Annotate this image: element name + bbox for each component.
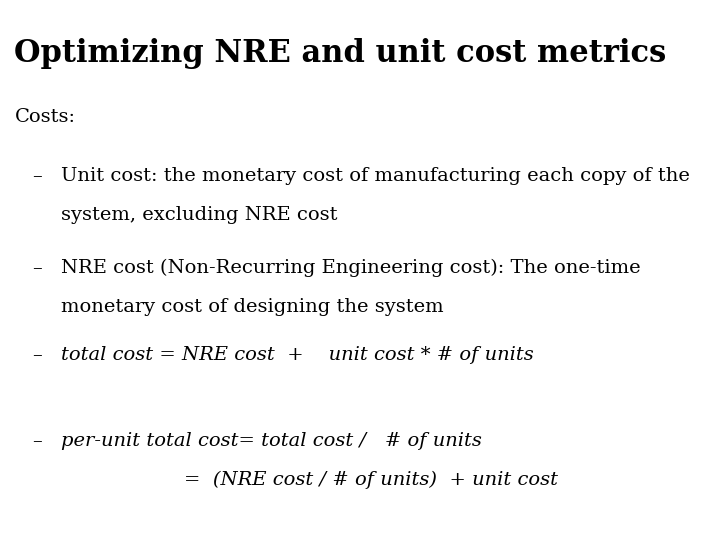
Text: –: – (32, 259, 42, 277)
Text: NRE cost (Non-Recurring Engineering cost): The one-time: NRE cost (Non-Recurring Engineering cost… (61, 259, 641, 278)
Text: per-unit total cost= total cost /   # of units: per-unit total cost= total cost / # of u… (61, 432, 482, 450)
Text: Unit cost: the monetary cost of manufacturing each copy of the: Unit cost: the monetary cost of manufact… (61, 167, 690, 185)
Text: Optimizing NRE and unit cost metrics: Optimizing NRE and unit cost metrics (14, 38, 667, 69)
Text: system, excluding NRE cost: system, excluding NRE cost (61, 206, 338, 224)
Text: monetary cost of designing the system: monetary cost of designing the system (61, 298, 444, 316)
Text: Costs:: Costs: (14, 108, 76, 126)
Text: =  (NRE cost / # of units)  + unit cost: = (NRE cost / # of units) + unit cost (184, 471, 557, 489)
Text: –: – (32, 432, 42, 450)
Text: –: – (32, 167, 42, 185)
Text: –: – (32, 346, 42, 363)
Text: total cost = NRE cost  +    unit cost * # of units: total cost = NRE cost + unit cost * # of… (61, 346, 534, 363)
